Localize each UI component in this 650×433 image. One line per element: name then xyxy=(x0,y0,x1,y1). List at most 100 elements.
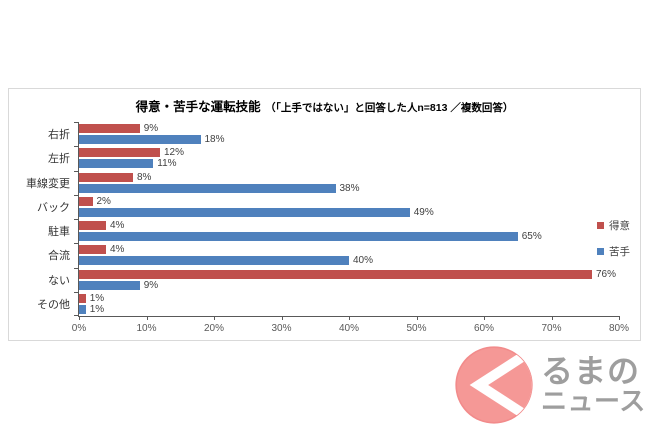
bar-line: 4% xyxy=(79,220,619,232)
bar-value-label: 8% xyxy=(137,171,152,183)
bar-line: 9% xyxy=(79,123,619,135)
bar-value-label: 11% xyxy=(157,158,177,170)
legend-swatch xyxy=(597,222,604,229)
bar-value-label: 12% xyxy=(164,147,185,159)
bar-line: 76% xyxy=(79,269,619,280)
bar-value-label: 1% xyxy=(89,292,105,304)
category-label: 車線変更 xyxy=(26,177,70,190)
y-axis-tick xyxy=(74,291,79,293)
bar-line: 49% xyxy=(79,206,619,218)
kuruma-logo-text: るまの ニュース xyxy=(541,352,646,417)
y-axis-tick xyxy=(74,146,79,148)
x-axis-tick xyxy=(551,316,553,320)
chart-title: 得意・苦手な運転技能 （「上手ではない」と回答した人n=813 ／複数回答） xyxy=(9,96,640,116)
x-axis-tick-label: 20% xyxy=(203,323,225,334)
bar-value-label: 4% xyxy=(110,244,125,256)
x-axis-tick xyxy=(484,316,485,320)
chart-title-main: 得意・苦手な運転技能 xyxy=(135,100,261,114)
x-axis-tick xyxy=(416,316,418,320)
category-label: 右折 xyxy=(48,129,70,142)
y-axis-tick xyxy=(74,170,79,172)
bar-得意 xyxy=(79,245,106,255)
plot-area: 9% 18% 右折 12% 11% 左折 8% 38% 車線変更 2% 49% バック 4% 65% 駐車 4… xyxy=(26,122,629,334)
bar-line: 4% xyxy=(79,244,619,256)
category-label: ない xyxy=(48,274,70,287)
bar-得意 xyxy=(79,172,133,182)
legend: 得意 苦手 xyxy=(597,218,630,259)
category-label: 合流 xyxy=(48,250,70,263)
bar-group: 1% 1% xyxy=(79,292,619,316)
bar-value-label: 9% xyxy=(143,279,159,291)
category-label: 左折 xyxy=(48,153,70,166)
bar-line: 2% xyxy=(79,195,619,207)
bar-value-label: 49% xyxy=(413,206,434,218)
bar-group: 12% 11% xyxy=(79,146,619,170)
bar-得意 xyxy=(79,269,592,279)
category-label: バック xyxy=(37,201,70,214)
y-axis-tick xyxy=(74,219,79,220)
y-axis-tick xyxy=(74,194,79,196)
y-axis-tick xyxy=(74,267,79,269)
bar-value-label: 9% xyxy=(143,123,159,135)
legend-label: 得意 xyxy=(609,220,630,232)
bar-苦手 xyxy=(79,232,518,242)
x-axis-tick xyxy=(214,316,215,320)
x-axis-tick-label: 40% xyxy=(338,323,360,334)
bar-value-label: 65% xyxy=(521,231,542,243)
x-axis-tick xyxy=(79,316,80,320)
bar-line: 12% xyxy=(79,147,619,159)
bar-得意 xyxy=(79,196,93,206)
bar-line: 11% xyxy=(79,158,619,170)
x-axis-tick-label: 60% xyxy=(473,323,495,334)
bar-得意 xyxy=(79,293,86,303)
bar-group: 4% 40% xyxy=(79,243,619,267)
kuruma-logo-text-line2: ニュース xyxy=(541,386,646,417)
bar-line: 9% xyxy=(79,279,619,291)
bar-得意 xyxy=(79,124,140,134)
bar-line: 1% xyxy=(79,292,619,304)
bar-value-label: 38% xyxy=(339,182,360,194)
x-axis-tick-label: 50% xyxy=(406,323,427,334)
y-axis-tick xyxy=(74,315,79,316)
y-axis-tick xyxy=(74,243,79,245)
bar-value-label: 2% xyxy=(96,195,111,207)
bar-得意 xyxy=(79,221,106,231)
bar-line: 18% xyxy=(79,134,619,146)
bar-group: 8% 38% xyxy=(79,171,619,195)
category-label: 駐車 xyxy=(48,226,70,239)
x-axis-tick-label: 80% xyxy=(608,323,630,334)
bar-line: 8% xyxy=(79,171,619,183)
bar-苦手 xyxy=(79,304,86,314)
x-axis-tick-label: 30% xyxy=(271,323,292,334)
bar-苦手 xyxy=(79,280,140,290)
bar-value-label: 18% xyxy=(204,134,225,146)
bar-苦手 xyxy=(79,135,201,145)
x-axis-tick xyxy=(349,316,350,320)
bar-group: 2% 49% xyxy=(79,195,619,219)
x-axis-tick xyxy=(146,316,148,320)
category-label: その他 xyxy=(37,298,70,311)
kuruma-no-news-watermark: るまの ニュース xyxy=(452,343,646,427)
legend-swatch xyxy=(597,248,604,255)
bar-group: 4% 65% xyxy=(79,219,619,243)
chart-panel: 得意・苦手な運転技能 （「上手ではない」と回答した人n=813 ／複数回答） 9… xyxy=(8,88,641,341)
x-axis-tick-label: 70% xyxy=(541,323,562,334)
y-axis-tick xyxy=(74,122,79,123)
bar-苦手 xyxy=(79,159,154,169)
bar-line: 65% xyxy=(79,231,619,243)
x-axis-tick xyxy=(281,316,283,320)
legend-item-得意: 得意 xyxy=(597,218,630,233)
legend-item-苦手: 苦手 xyxy=(597,244,630,259)
x-axis-tick xyxy=(619,316,620,320)
x-axis-tick-label: 10% xyxy=(136,323,157,334)
bar-line: 38% xyxy=(79,182,619,194)
bar-value-label: 1% xyxy=(89,303,105,315)
kuruma-logo-icon xyxy=(455,346,533,424)
bar-苦手 xyxy=(79,256,349,266)
bar-苦手 xyxy=(79,207,410,217)
bar-value-label: 4% xyxy=(110,220,125,232)
x-axis-tick-label: 0% xyxy=(71,323,87,334)
kuruma-logo-text-line1: るまの xyxy=(541,352,641,389)
legend-label: 苦手 xyxy=(609,246,630,258)
bar-group: 76% 9% xyxy=(79,268,619,292)
